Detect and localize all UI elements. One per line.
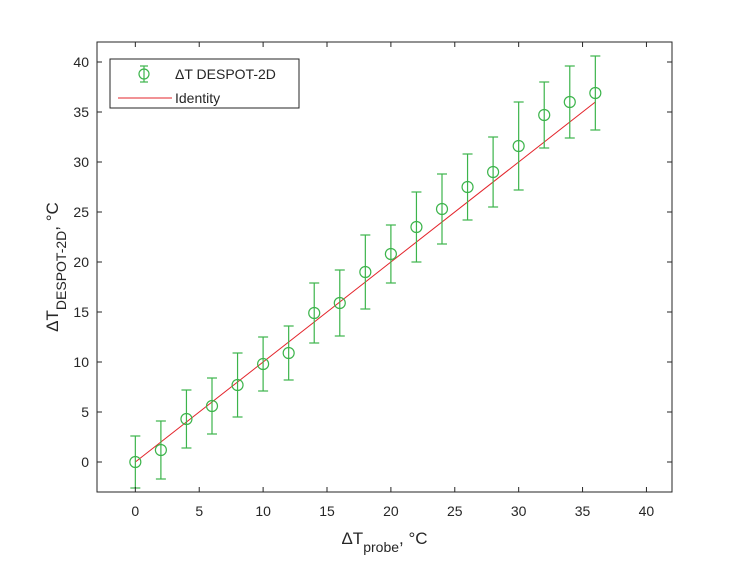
data-point	[154, 420, 167, 480]
axis-label-main: ΔT	[341, 529, 363, 548]
data-marker	[410, 220, 423, 234]
y-tick-label: 15	[73, 304, 89, 320]
y-tick-label: 25	[73, 204, 89, 220]
data-marker	[461, 180, 474, 194]
x-tick-label: 30	[511, 503, 527, 519]
data-marker	[180, 412, 193, 426]
legend-item: Identity	[118, 90, 220, 106]
y-tick-label: 20	[73, 254, 89, 270]
y-axis-label: ΔTDESPOT-2D, °C	[43, 202, 69, 332]
data-point	[563, 65, 576, 139]
x-tick-label: 35	[575, 503, 591, 519]
data-point	[333, 269, 346, 337]
x-tick-label: 15	[319, 503, 335, 519]
legend-item: ΔT DESPOT-2D	[138, 65, 276, 83]
x-tick-label: 10	[255, 503, 271, 519]
y-tick-label: 10	[73, 354, 89, 370]
data-marker	[435, 202, 449, 216]
y-axis-ticks: 0 5 10 15 20 25 30 35 40	[73, 54, 672, 470]
data-point	[461, 153, 474, 221]
legend-box	[109, 58, 300, 109]
y-tick-label: 30	[73, 154, 89, 170]
y-tick-label: 0	[81, 454, 89, 470]
x-tick-label: 5	[195, 503, 203, 519]
y-tick-label: 40	[73, 54, 89, 70]
data-marker	[282, 346, 295, 360]
data-point	[410, 191, 423, 263]
axis-label-main: ΔT	[43, 310, 62, 332]
data-point	[512, 101, 525, 191]
axis-label-suffix: , °C	[399, 529, 428, 548]
legend-circle-icon	[138, 68, 150, 80]
data-point	[205, 377, 219, 435]
data-point	[487, 136, 500, 208]
data-marker	[487, 165, 500, 179]
data-point	[359, 234, 372, 310]
plot-area	[96, 41, 673, 493]
data-marker	[333, 296, 346, 310]
data-point	[589, 55, 602, 131]
data-point	[231, 352, 244, 418]
axis-label-suffix: , °C	[43, 202, 62, 231]
data-marker	[563, 95, 576, 109]
legend-label: Identity	[175, 90, 220, 106]
data-marker	[384, 247, 397, 261]
data-marker	[512, 139, 525, 153]
legend: ΔT DESPOT-2D Identity	[109, 58, 300, 109]
data-point	[282, 325, 295, 381]
data-point	[384, 224, 397, 284]
data-marker	[538, 108, 551, 122]
data-marker	[257, 357, 270, 371]
data-marker	[129, 455, 142, 469]
data-marker	[154, 443, 167, 457]
axis-label-subscript: probe	[363, 539, 399, 555]
data-marker	[359, 265, 372, 279]
axis-label-subscript: DESPOT-2D	[53, 231, 69, 310]
x-tick-label: 20	[383, 503, 399, 519]
x-axis-ticks: 0 5 10 15 20 25 30 35 40	[131, 42, 654, 519]
y-tick-label: 35	[73, 104, 89, 120]
data-point	[257, 336, 270, 392]
x-tick-label: 40	[639, 503, 655, 519]
data-point	[538, 81, 551, 149]
data-point	[180, 389, 193, 449]
legend-label: ΔT DESPOT-2D	[175, 66, 276, 82]
data-marker	[308, 306, 321, 320]
data-marker	[205, 399, 219, 413]
data-point	[308, 282, 321, 344]
y-tick-label: 5	[81, 404, 89, 420]
data-marker	[589, 86, 602, 100]
x-tick-label: 0	[131, 503, 139, 519]
x-axis-label: ΔTprobe, °C	[341, 529, 427, 555]
x-tick-label: 25	[447, 503, 463, 519]
data-marker	[231, 378, 244, 392]
data-point	[435, 173, 449, 245]
